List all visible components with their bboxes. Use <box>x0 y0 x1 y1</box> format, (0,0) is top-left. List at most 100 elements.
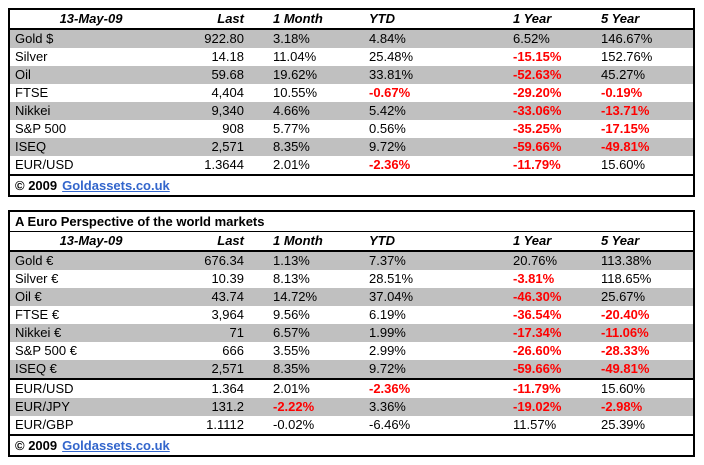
cell-last: 1.364 <box>211 381 244 396</box>
cell-1year: -11.79% <box>513 157 561 172</box>
table-header-row: 13-May-09 Last 1 Month YTD 1 Year 5 Year <box>10 10 693 30</box>
cell-ytd: 28.51% <box>369 271 414 286</box>
cell-5year: 113.38% <box>601 253 652 268</box>
cell-1year: 6.52% <box>513 31 550 46</box>
table-row: ISEQ € 2,571 8.35% 9.72% -59.66% -49.81% <box>10 360 693 378</box>
cell-last: 9,340 <box>211 103 244 118</box>
cell-ytd: 7.37% <box>369 253 406 268</box>
copyright-text: © 2009 <box>15 178 58 193</box>
row-label: EUR/JPY <box>15 399 70 414</box>
cell-1month: 8.35% <box>273 361 310 376</box>
table-row: Oil 59.68 19.62% 33.81% -52.63% 45.27% <box>10 66 693 84</box>
cell-1month: 8.35% <box>273 139 310 154</box>
cell-5year: -11.06% <box>601 325 649 340</box>
cell-last: 1.3644 <box>204 157 244 172</box>
cell-last: 676.34 <box>204 253 244 268</box>
cell-5year: -2.98% <box>601 399 643 414</box>
row-label: ISEQ € <box>15 361 57 376</box>
cell-1month: 6.57% <box>273 325 310 340</box>
header-date: 13-May-09 <box>59 233 123 248</box>
table-row: ISEQ 2,571 8.35% 9.72% -59.66% -49.81% <box>10 138 693 156</box>
cell-ytd: 3.36% <box>369 399 406 414</box>
table-footer: © 2009 Goldassets.co.uk <box>10 434 693 455</box>
cell-5year: -0.19% <box>601 85 643 100</box>
copyright-text: © 2009 <box>15 438 58 453</box>
row-label: Silver <box>15 49 48 64</box>
cell-1year: -59.66% <box>513 361 562 376</box>
cell-ytd: 25.48% <box>369 49 414 64</box>
cell-5year: -49.81% <box>601 361 650 376</box>
cell-5year: 152.76% <box>601 49 653 64</box>
table-row: S&P 500 908 5.77% 0.56% -35.25% -17.15% <box>10 120 693 138</box>
cell-last: 908 <box>222 121 244 136</box>
cell-1year: -11.79% <box>513 381 561 396</box>
cell-5year: 118.65% <box>601 271 652 286</box>
cell-last: 10.39 <box>211 271 244 286</box>
cell-last: 2,571 <box>211 139 244 154</box>
cell-5year: 146.67% <box>601 31 653 46</box>
row-label: Oil € <box>15 289 42 304</box>
table-row: EUR/JPY 131.2 -2.22% 3.36% -19.02% -2.98% <box>10 398 693 416</box>
euro-table-fx-body: EUR/USD 1.364 2.01% -2.36% -11.79% 15.60% EUR/… <box>10 378 693 434</box>
cell-1month: 10.55% <box>273 85 318 100</box>
cell-1month: 5.77% <box>273 121 310 136</box>
table-row: EUR/USD 1.3644 2.01% -2.36% -11.79% 15.60% <box>10 156 693 174</box>
header-5year: 5 Year <box>601 11 640 26</box>
cell-last: 2,571 <box>211 361 244 376</box>
cell-1month: 19.62% <box>273 67 318 82</box>
header-1month: 1 Month <box>273 233 323 248</box>
cell-last: 71 <box>229 325 244 340</box>
row-label: S&P 500 € <box>15 343 77 358</box>
cell-ytd: 9.72% <box>369 139 406 154</box>
cell-1year: -26.60% <box>513 343 562 358</box>
table-row: EUR/GBP 1.1112 -0.02% -6.46% 11.57% 25.39% <box>10 416 693 434</box>
header-ytd: YTD <box>369 11 395 26</box>
cell-1month: 8.13% <box>273 271 310 286</box>
cell-ytd: 37.04% <box>369 289 414 304</box>
cell-ytd: 4.84% <box>369 31 406 46</box>
goldassets-link[interactable]: Goldassets.co.uk <box>62 438 170 453</box>
cell-1year: -29.20% <box>513 85 562 100</box>
cell-1year: -59.66% <box>513 139 562 154</box>
cell-1year: 20.76% <box>513 253 558 268</box>
row-label: EUR/USD <box>15 381 74 396</box>
table-row: S&P 500 € 666 3.55% 2.99% -26.60% -28.33% <box>10 342 693 360</box>
row-label: Nikkei € <box>15 325 62 340</box>
cell-5year: -49.81% <box>601 139 650 154</box>
euro-markets-table: A Euro Perspective of the world markets … <box>8 210 695 457</box>
cell-5year: 25.67% <box>601 289 646 304</box>
row-label: FTSE <box>15 85 49 100</box>
cell-1month: -2.22% <box>273 399 315 414</box>
cell-1year: -3.81% <box>513 271 555 286</box>
cell-ytd: 33.81% <box>369 67 414 82</box>
row-label: Gold € <box>15 253 54 268</box>
table-row: FTSE 4,404 10.55% -0.67% -29.20% -0.19% <box>10 84 693 102</box>
cell-ytd: -2.36% <box>369 381 411 396</box>
cell-1month: 11.04% <box>273 49 317 64</box>
cell-1month: 2.01% <box>273 157 310 172</box>
row-label: EUR/GBP <box>15 417 74 432</box>
cell-1month: -0.02% <box>273 417 315 432</box>
usd-table-body: Gold $ 922.80 3.18% 4.84% 6.52% 146.67% Silver… <box>10 30 693 174</box>
cell-ytd: 0.56% <box>369 121 406 136</box>
cell-ytd: 2.99% <box>369 343 406 358</box>
row-label: S&P 500 <box>15 121 67 136</box>
cell-1year: 11.57% <box>513 417 557 432</box>
header-last: Last <box>217 11 244 26</box>
cell-ytd: -0.67% <box>369 85 411 100</box>
cell-ytd: -2.36% <box>369 157 411 172</box>
header-date: 13-May-09 <box>59 11 123 26</box>
table-row: Gold € 676.34 1.13% 7.37% 20.76% 113.38% <box>10 252 693 270</box>
cell-ytd: 1.99% <box>369 325 406 340</box>
cell-last: 14.18 <box>211 49 244 64</box>
cell-5year: 15.60% <box>601 157 646 172</box>
cell-1year: -46.30% <box>513 289 562 304</box>
header-ytd: YTD <box>369 233 395 248</box>
goldassets-link[interactable]: Goldassets.co.uk <box>62 178 170 193</box>
cell-5year: -28.33% <box>601 343 650 358</box>
cell-5year: -13.71% <box>601 103 650 118</box>
cell-5year: -17.15% <box>601 121 650 136</box>
cell-last: 43.74 <box>211 289 244 304</box>
cell-1month: 14.72% <box>273 289 318 304</box>
